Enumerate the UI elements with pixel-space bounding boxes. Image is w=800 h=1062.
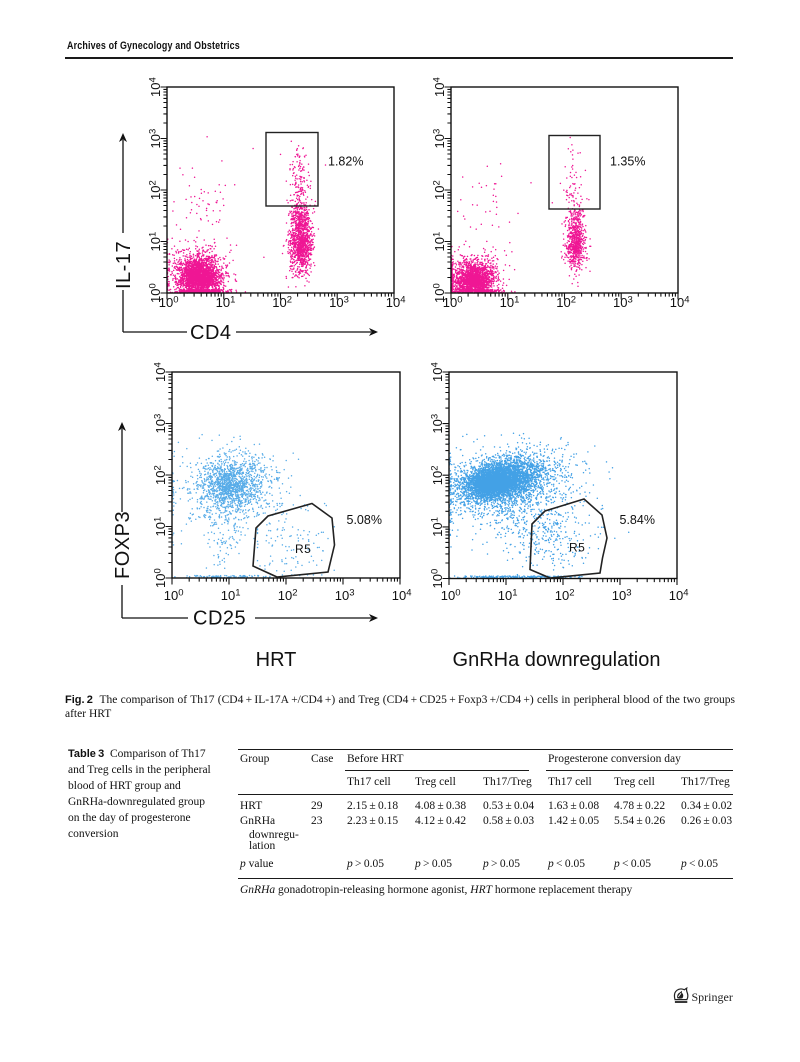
svg-text:5.84%: 5.84% <box>620 513 655 527</box>
svg-text:103: 103 <box>329 294 349 310</box>
svg-text:104: 104 <box>670 294 690 310</box>
svg-text:103: 103 <box>431 129 447 149</box>
svg-text:101: 101 <box>500 294 520 310</box>
svg-text:104: 104 <box>152 362 168 382</box>
svg-text:104: 104 <box>431 77 447 97</box>
svg-text:101: 101 <box>147 232 163 252</box>
svg-text:102: 102 <box>278 587 298 603</box>
svg-text:101: 101 <box>498 587 518 603</box>
svg-text:100: 100 <box>152 568 168 588</box>
svg-text:GnRHa downregulation: GnRHa downregulation <box>453 649 661 671</box>
svg-text:102: 102 <box>272 294 292 310</box>
svg-text:103: 103 <box>147 129 163 149</box>
svg-text:1.82%: 1.82% <box>328 155 363 169</box>
svg-text:104: 104 <box>429 362 445 382</box>
svg-text:CD4: CD4 <box>190 322 232 344</box>
svg-text:100: 100 <box>431 283 447 303</box>
svg-text:103: 103 <box>429 414 445 434</box>
svg-text:101: 101 <box>216 294 236 310</box>
svg-text:IL-17: IL-17 <box>113 241 135 289</box>
svg-text:5.08%: 5.08% <box>347 513 382 527</box>
svg-text:1.35%: 1.35% <box>610 155 645 169</box>
svg-text:104: 104 <box>392 587 412 603</box>
svg-text:102: 102 <box>147 180 163 200</box>
svg-text:103: 103 <box>613 294 633 310</box>
svg-text:102: 102 <box>152 465 168 485</box>
svg-text:CD25: CD25 <box>193 608 246 630</box>
svg-text:102: 102 <box>556 294 576 310</box>
svg-text:102: 102 <box>555 587 575 603</box>
svg-text:101: 101 <box>429 517 445 537</box>
svg-text:101: 101 <box>431 232 447 252</box>
svg-text:HRT: HRT <box>256 649 297 671</box>
svg-text:R5: R5 <box>569 541 585 555</box>
svg-text:100: 100 <box>147 283 163 303</box>
svg-text:102: 102 <box>431 180 447 200</box>
svg-text:100: 100 <box>441 587 461 603</box>
svg-text:100: 100 <box>164 587 184 603</box>
svg-text:102: 102 <box>429 465 445 485</box>
svg-text:R5: R5 <box>295 542 311 556</box>
svg-text:103: 103 <box>335 587 355 603</box>
svg-text:103: 103 <box>152 414 168 434</box>
svg-text:104: 104 <box>669 587 689 603</box>
svg-text:101: 101 <box>152 517 168 537</box>
svg-text:101: 101 <box>221 587 241 603</box>
svg-text:104: 104 <box>386 294 406 310</box>
svg-text:100: 100 <box>429 569 445 589</box>
svg-text:104: 104 <box>147 77 163 97</box>
svg-text:FOXP3: FOXP3 <box>112 511 134 579</box>
svg-text:103: 103 <box>612 587 632 603</box>
